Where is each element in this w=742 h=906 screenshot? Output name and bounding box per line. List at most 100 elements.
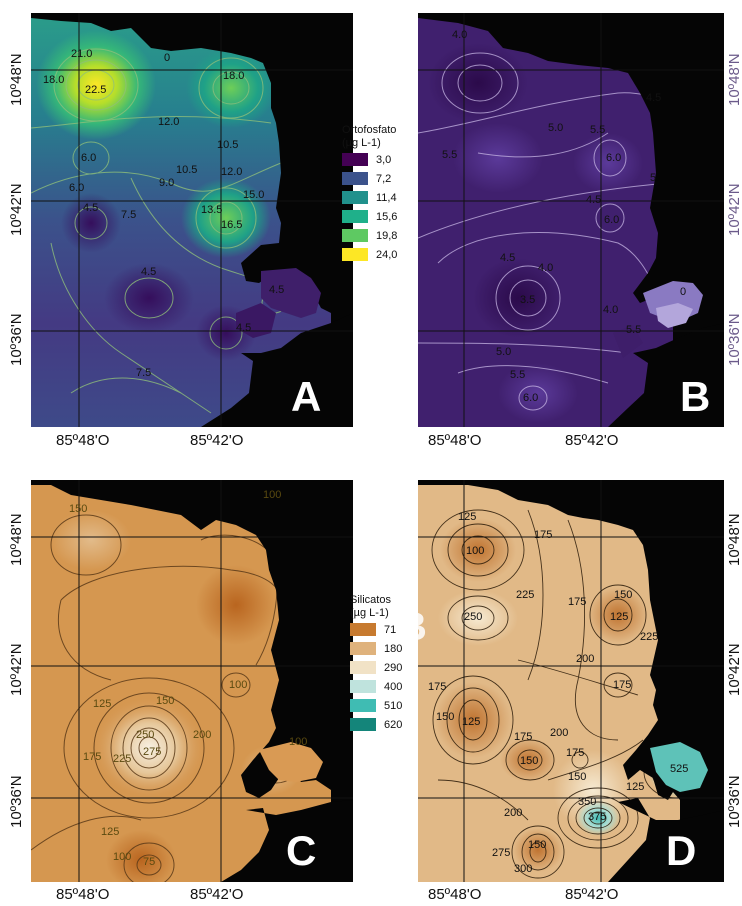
- contour-label: 175: [568, 596, 586, 608]
- contour-label: 10.5: [176, 164, 197, 176]
- lat-label-b-mid: 10º42'N: [726, 183, 742, 236]
- lat-label-b-bottom: 10º36'N: [726, 313, 742, 366]
- panel-label-d: D: [666, 827, 697, 874]
- contour-label: 150: [156, 695, 174, 707]
- contour-label: 5.0: [548, 122, 563, 134]
- legend-entry: 11,4: [342, 188, 397, 207]
- contour-label: 4.0: [452, 29, 467, 41]
- panel-a-orthophosphate-map: 21.0 18.0 22.5 18.0 12.0 10.5 6.0 10.5 1…: [31, 13, 353, 427]
- contour-label: 9.0: [159, 177, 174, 189]
- panel-b-map: 4.0 4.5 5.0 5.5 5.5 6.0 5 4.5 6.0 4.5 4.…: [418, 13, 724, 427]
- lat-label-d-top: 10º48'N: [726, 513, 742, 566]
- contour-label: 525: [670, 763, 688, 775]
- legend-entry: 510: [350, 696, 402, 715]
- lon-label-b-left: 85º48'O: [428, 432, 482, 449]
- lat-label-c-bottom: 10º36'N: [8, 775, 25, 828]
- contour-label: 175: [83, 751, 101, 763]
- contour-label: 5.0: [496, 346, 511, 358]
- legend-entry: 3,0: [342, 150, 397, 169]
- contour-label: 12.0: [158, 116, 179, 128]
- contour-label: 250: [136, 729, 154, 741]
- contour-label: 0: [164, 52, 170, 64]
- lat-label-d-bottom: 10º36'N: [726, 775, 742, 828]
- contour-label: 150: [568, 771, 586, 783]
- legend-unit: (µg L-1): [350, 607, 389, 619]
- contour-label: 4.5: [83, 202, 98, 214]
- contour-label: 100: [113, 851, 131, 863]
- contour-label: 5.5: [626, 324, 641, 336]
- legend-title: Ortofosfato: [342, 124, 397, 136]
- lon-label-c-left: 85º48'O: [56, 886, 110, 903]
- contour-label: 10.5: [217, 139, 238, 151]
- panel-label-a: A: [291, 373, 322, 420]
- lat-label-c-mid: 10º42'N: [8, 643, 25, 696]
- lat-label-a-mid: 10º42'N: [8, 183, 25, 236]
- lon-label-a-left: 85º48'O: [56, 432, 110, 449]
- contour-label: 225: [516, 589, 534, 601]
- contour-label: 18.0: [223, 70, 244, 82]
- contour-label: 125: [626, 781, 644, 793]
- legend-unit: (µg L-1): [342, 137, 381, 149]
- contour-label: 125: [101, 826, 119, 838]
- ghost-letter: B: [398, 605, 427, 649]
- contour-label: 100: [263, 489, 281, 501]
- contour-label: 275: [143, 746, 161, 758]
- contour-label: 16.5: [221, 219, 242, 231]
- contour-label: 22.5: [85, 84, 106, 96]
- contour-label: 6.0: [81, 152, 96, 164]
- contour-label: 4.5: [141, 266, 156, 278]
- contour-label: 5.5: [510, 369, 525, 381]
- legend-entry: 19,8: [342, 226, 397, 245]
- contour-label: 375: [588, 811, 606, 823]
- panel-c-silicate-map: 150 100 100 125 150 175 250 200 225 275 …: [31, 480, 353, 882]
- contour-label: 175: [613, 679, 631, 691]
- contour-label: 200: [504, 807, 522, 819]
- contour-label: 150: [436, 711, 454, 723]
- contour-label: 7.5: [121, 209, 136, 221]
- contour-label: 4.5: [500, 252, 515, 264]
- contour-label: 4.5: [269, 284, 284, 296]
- contour-label: 200: [550, 727, 568, 739]
- lat-label-c-top: 10º48'N: [8, 513, 25, 566]
- contour-label: 150: [520, 755, 538, 767]
- legend-entry: 15,6: [342, 207, 397, 226]
- contour-label: 125: [458, 511, 476, 523]
- lon-label-a-right: 85º42'O: [190, 432, 244, 449]
- map-b-svg: 4.0 4.5 5.0 5.5 5.5 6.0 5 4.5 6.0 4.5 4.…: [418, 13, 724, 427]
- contour-label: 100: [289, 736, 307, 748]
- contour-label: 4.5: [236, 322, 251, 334]
- contour-label: 275: [492, 847, 510, 859]
- contour-label: 250: [464, 611, 482, 623]
- contour-label: 225: [640, 631, 658, 643]
- contour-label: 175: [428, 681, 446, 693]
- lon-label-d-left: 85º48'O: [428, 886, 482, 903]
- contour-label: 18.0: [43, 74, 64, 86]
- panel-label-c: C: [286, 827, 317, 874]
- legend-entry: 7,2: [342, 169, 397, 188]
- contour-label: 5.5: [442, 149, 457, 161]
- legend-silicate: Silicatos (µg L-1) 71 180 290 400 510 62…: [350, 594, 402, 734]
- contour-label: 75: [143, 856, 155, 868]
- legend-title: Silicatos: [350, 594, 391, 606]
- contour-label: 21.0: [71, 48, 92, 60]
- lon-label-d-right: 85º42'O: [565, 886, 619, 903]
- legend-entry: 400: [350, 677, 402, 696]
- contour-label: 150: [69, 503, 87, 515]
- contour-label: 125: [610, 611, 628, 623]
- contour-label: 13.5: [201, 204, 222, 216]
- contour-label: 225: [113, 753, 131, 765]
- lat-label-b-top: 10º48'N: [726, 53, 742, 106]
- lat-label-a-bottom: 10º36'N: [8, 313, 25, 366]
- contour-label: 150: [528, 839, 546, 851]
- contour-label: 15.0: [243, 189, 264, 201]
- contour-label: 200: [193, 729, 211, 741]
- contour-label: 300: [514, 863, 532, 875]
- contour-label: 6.0: [604, 214, 619, 226]
- legend-entry: 290: [350, 658, 402, 677]
- panel-d-map: 125 100 175 150 225 250 125 175 200 225 …: [418, 480, 724, 882]
- contour-label: 175: [566, 747, 584, 759]
- contour-label: 350: [578, 796, 596, 808]
- contour-label: 125: [462, 716, 480, 728]
- lon-label-c-right: 85º42'O: [190, 886, 244, 903]
- contour-label: 5: [650, 172, 656, 184]
